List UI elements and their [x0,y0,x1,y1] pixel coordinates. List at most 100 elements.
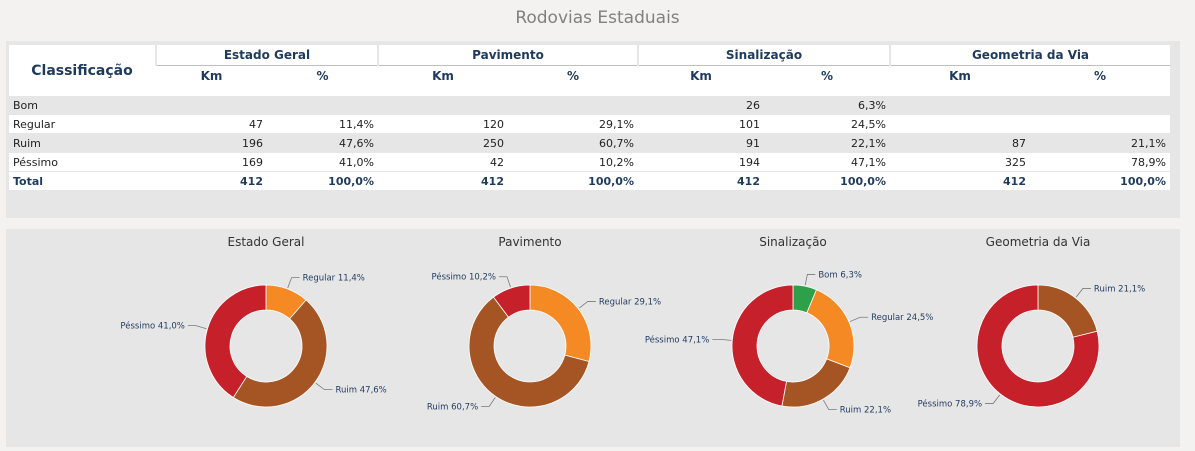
table-cell: 21,1% [1030,133,1170,153]
donut-slice[interactable] [1037,284,1098,338]
table-row: Péssimo 169 41,0% 42 10,2% 194 47,1% 325… [9,152,1170,172]
leader-line [804,274,816,286]
pct-header: % [1030,65,1170,96]
table-cell: 87 [890,133,1030,153]
km-header: Km [378,65,508,96]
group-header: Pavimento [377,45,638,66]
table-cell [1030,114,1170,134]
slice-label: Regular 11,4% [303,274,365,284]
donut-slice[interactable] [232,299,328,408]
slice-label: Regular 29,1% [599,297,661,307]
leader-line [315,382,333,391]
slice-label: Péssimo 41,0% [120,321,184,332]
donut-slice[interactable] [731,284,794,407]
donut-slice[interactable] [492,284,531,318]
table-cell: 325 [890,152,1030,172]
table-cell: 120 [378,114,508,134]
table-cell: 169 [156,152,267,172]
table-cell: 26 [638,96,764,115]
table-cell: 29,1% [508,114,638,134]
row-label: Total [9,171,156,190]
km-header: Km [890,65,1030,96]
leader-line [849,316,869,322]
leader-line [187,325,207,330]
table-cell [156,96,267,115]
donut-slice[interactable] [204,284,267,399]
pct-header: % [508,65,638,96]
slice-label: Péssimo 10,2% [432,272,496,283]
row-label: Péssimo [9,152,156,172]
table-cell [508,96,638,115]
slice-label: Ruim 22,1% [840,406,891,416]
classification-header: Classificação [9,45,156,96]
table-cell: 412 [638,171,764,190]
leader-line [481,397,496,407]
pct-header: % [267,65,378,96]
page-title: Rodovias Estaduais [515,8,680,28]
leader-line [499,276,511,288]
table-cell: 196 [156,133,267,153]
donut-charts: Estado Geral Regular 11,4% Ruim 47,6% Péssi… [120,235,1145,416]
leader-line [578,301,596,309]
chart-title: Geometria da Via [986,235,1091,249]
table-cell: 194 [638,152,764,172]
group-header: Sinalização [637,45,890,66]
slice-label: Ruim 47,6% [336,386,387,396]
leader-line [287,277,300,289]
slice-label: Péssimo 78,9% [918,399,982,410]
table-cell: 47 [156,114,267,134]
table-cell [890,96,1030,115]
km-header: Km [638,65,764,96]
row-label: Regular [9,114,156,134]
table-cell: 100,0% [764,171,890,190]
charts-panel: Estado Geral Regular 11,4% Ruim 47,6% Péssi… [6,229,1180,447]
table-cell: 78,9% [1030,152,1170,172]
chart-title: Pavimento [498,235,561,249]
table-cell: 100,0% [1030,171,1170,190]
km-header: Km [156,65,267,96]
summary-table: Classificação Estado Geral Pavimento Sin… [9,45,1170,190]
table-cell: 250 [378,133,508,153]
table-cell: 412 [890,171,1030,190]
table-cell [1030,96,1170,115]
table-cell: 412 [378,171,508,190]
table-cell: 101 [638,114,764,134]
donut-slice[interactable] [468,296,590,408]
chart-title: Estado Geral [228,235,305,249]
leader-line [1075,288,1091,298]
donut-slice[interactable] [806,289,855,369]
slice-label: Péssimo 47,1% [645,334,709,345]
table-cell: 91 [638,133,764,153]
total-row: Total 412 100,0% 412 100,0% 412 100,0% 4… [9,171,1170,190]
table-cell: 42 [378,152,508,172]
leader-line [823,399,837,411]
table-row: Bom 26 6,3% [9,96,1170,115]
table-cell: 6,3% [764,96,890,115]
table-cell: 41,0% [267,152,378,172]
donut-slice[interactable] [529,284,592,363]
table-panel: Classificação Estado Geral Pavimento Sin… [6,41,1180,218]
table-cell: 10,2% [508,152,638,172]
slice-label: Ruim 60,7% [427,403,478,413]
table-cell: 47,6% [267,133,378,153]
slice-label: Bom 6,3% [818,270,862,280]
table-row: Regular 47 11,4% 120 29,1% 101 24,5% [9,114,1170,134]
table-cell [378,96,508,115]
table-cell: 22,1% [764,133,890,153]
table-cell: 100,0% [267,171,378,190]
table-cell: 11,4% [267,114,378,134]
donut-slice[interactable] [781,358,851,408]
donut-slice[interactable] [976,284,1100,408]
pct-header: % [764,65,890,96]
table-cell [267,96,378,115]
table-cell: 412 [156,171,267,190]
leader-line [985,394,1001,404]
leader-line [712,338,732,341]
table-cell: 60,7% [508,133,638,153]
table-cell [890,114,1030,134]
table-cell: 100,0% [508,171,638,190]
group-header: Geometria da Via [889,45,1170,66]
group-header: Estado Geral [155,45,378,66]
table-row: Ruim 196 47,6% 250 60,7% 91 22,1% 87 21,… [9,133,1170,153]
table-cell: 47,1% [764,152,890,172]
